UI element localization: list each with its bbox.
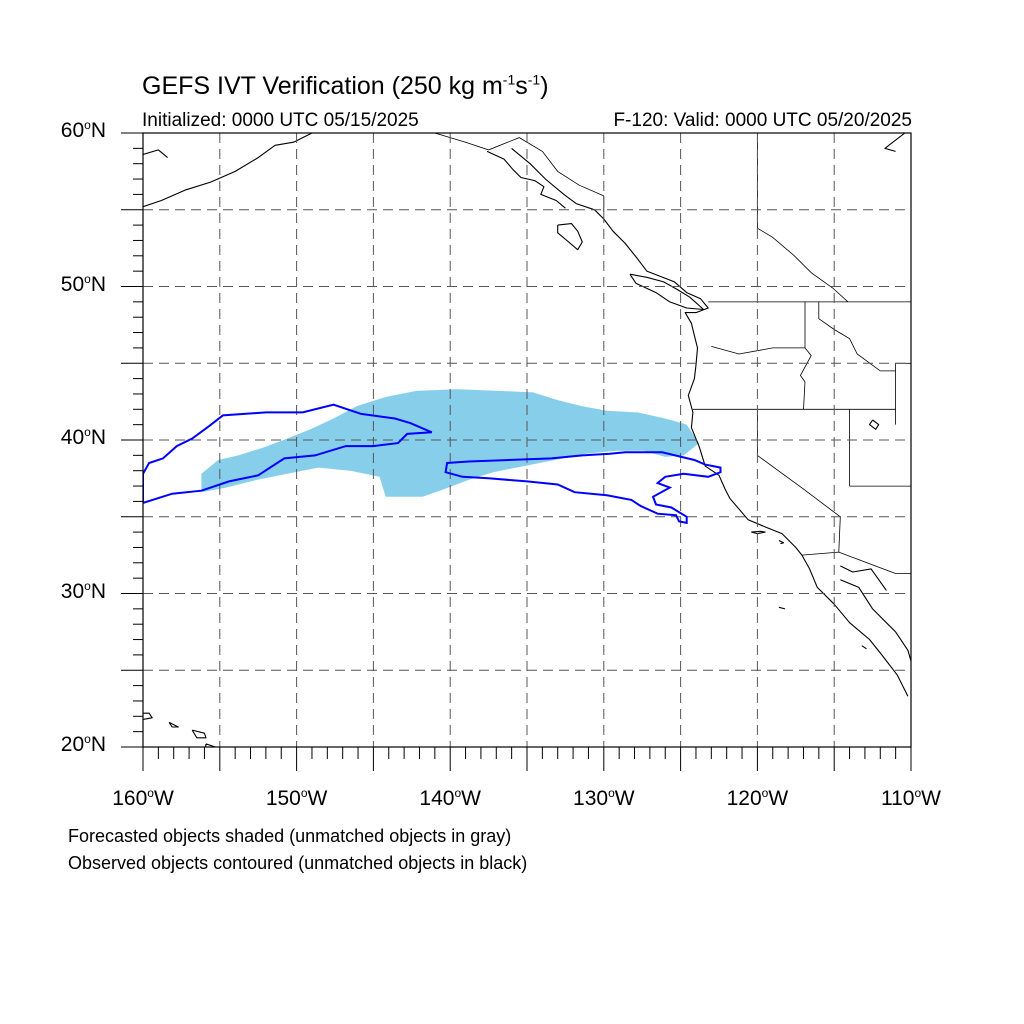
latitude-label: 40oN bbox=[60, 425, 106, 449]
political-border bbox=[818, 301, 896, 372]
coastline bbox=[840, 565, 887, 591]
observed-object-contour bbox=[143, 403, 433, 504]
latitude-label: 20oN bbox=[60, 732, 106, 756]
longitude-label: 160oW bbox=[112, 786, 174, 810]
title-exponent-2: -1 bbox=[527, 71, 541, 88]
forecast-note: Forecasted objects shaded (unmatched obj… bbox=[68, 826, 512, 846]
coastline bbox=[861, 645, 867, 650]
coastline bbox=[840, 579, 911, 662]
coastline bbox=[751, 530, 766, 535]
coastline-layer bbox=[143, 133, 911, 747]
coastline bbox=[143, 149, 168, 159]
political-border bbox=[434, 133, 605, 213]
coastline bbox=[629, 273, 705, 311]
coastline bbox=[342, 133, 345, 134]
coastline bbox=[143, 133, 313, 208]
graticule-layer bbox=[143, 133, 911, 747]
longitude-label: 130oW bbox=[573, 786, 635, 810]
latitude-label: 50oN bbox=[60, 271, 106, 296]
observed-layer bbox=[143, 403, 722, 525]
coastline bbox=[557, 223, 583, 251]
longitude-label: 140oW bbox=[419, 786, 481, 810]
coastline bbox=[143, 712, 153, 720]
latitude-label: 60oN bbox=[60, 118, 106, 142]
title-unit-s: s bbox=[515, 72, 528, 100]
observed-object-contour bbox=[444, 451, 722, 525]
coastline bbox=[511, 147, 909, 697]
longitude-label: 150oW bbox=[265, 786, 328, 810]
map-title: GEFS IVT Verification (250 kg m-1s-1) bbox=[142, 72, 549, 101]
coastline bbox=[778, 540, 785, 545]
valid-time-label: F-120: Valid: 0000 UTC 05/20/2025 bbox=[613, 110, 912, 131]
political-border bbox=[711, 346, 805, 355]
map-frame bbox=[121, 132, 912, 771]
latitude-label: 30oN bbox=[60, 578, 106, 603]
coastline bbox=[884, 133, 906, 152]
coastline bbox=[168, 721, 179, 728]
observed-note: Observed objects contoured (unmatched ob… bbox=[68, 853, 528, 873]
coastline bbox=[191, 729, 207, 739]
longitude-label: 120oW bbox=[726, 786, 789, 810]
coastline bbox=[868, 419, 880, 430]
title-exponent-1: -1 bbox=[502, 71, 516, 88]
political-border bbox=[799, 301, 812, 410]
longitude-label: 110oW bbox=[881, 786, 941, 810]
coastline bbox=[778, 606, 786, 610]
political-border bbox=[757, 133, 849, 303]
coastline bbox=[486, 150, 566, 209]
title-text: GEFS IVT Verification (250 kg m bbox=[142, 72, 503, 100]
political-border bbox=[757, 409, 841, 553]
title-close-paren: ) bbox=[540, 72, 549, 100]
initialized-label: Initialized: 0000 UTC 05/15/2025 bbox=[142, 110, 419, 131]
political-border bbox=[801, 551, 911, 574]
